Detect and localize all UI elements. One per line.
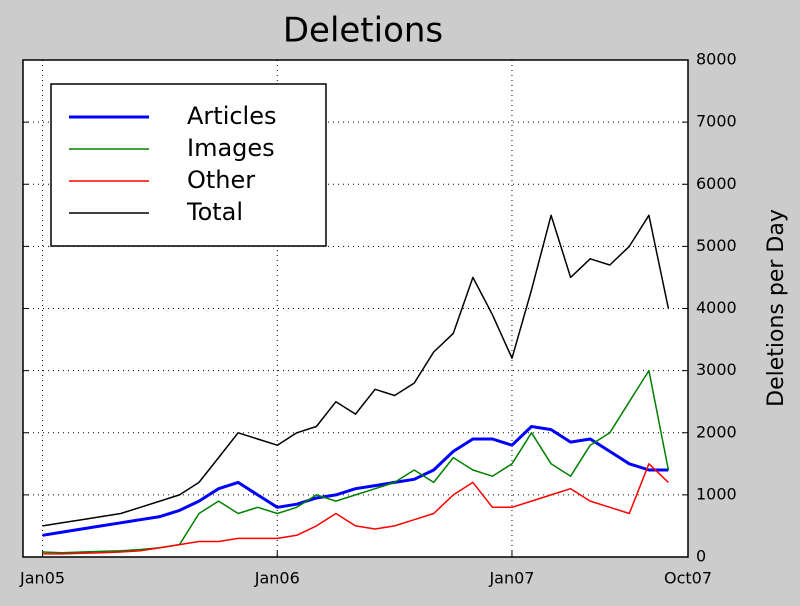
chart-title: Deletions <box>283 11 443 51</box>
y-tick-label: 3000 <box>696 360 737 379</box>
legend-label: Total <box>186 198 243 226</box>
legend-label: Other <box>187 166 255 194</box>
line <box>42 369 670 554</box>
line <box>42 214 670 527</box>
y-tick-label: 2000 <box>696 422 737 441</box>
legend-box <box>50 83 327 247</box>
x-tick-label: Oct07 <box>664 569 712 588</box>
y-tick-label: 1000 <box>696 484 737 503</box>
y-axis-label: Deletions per Day <box>764 209 789 407</box>
y-tick-label: 0 <box>696 547 706 566</box>
line <box>42 463 669 555</box>
y-tick-label: 6000 <box>696 174 737 193</box>
legend-label: Images <box>187 134 275 162</box>
x-tick-label: Jan06 <box>254 569 300 588</box>
y-tick-label: 8000 <box>696 50 737 69</box>
x-tick-label: Jan07 <box>488 569 534 588</box>
y-tick-label: 4000 <box>696 298 737 317</box>
legend-label: Articles <box>187 102 277 130</box>
y-tick-label: 7000 <box>696 112 737 131</box>
line <box>42 425 669 537</box>
y-tick-label: 5000 <box>696 236 737 255</box>
x-tick-label: Jan05 <box>19 569 65 588</box>
